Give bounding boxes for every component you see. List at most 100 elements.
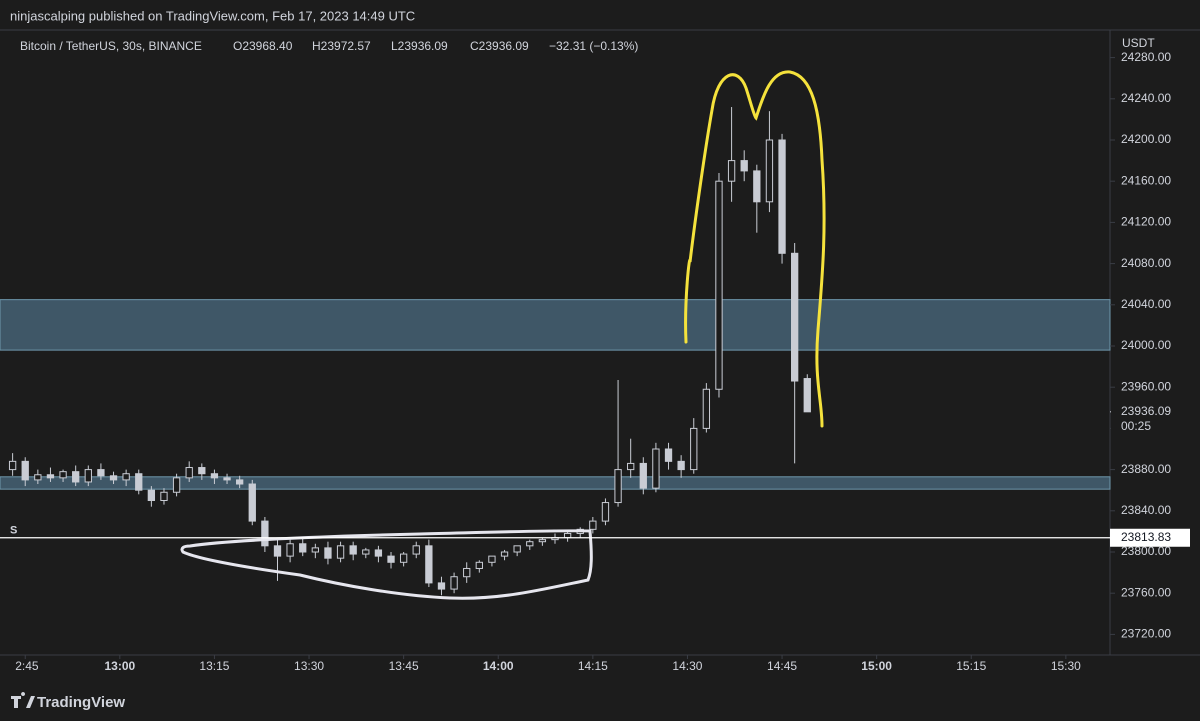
candle-body [84,469,92,483]
candle-body [475,561,483,569]
candle-body [601,502,610,522]
y-tick-label: 23840.00 [1121,503,1171,517]
candle-body [299,543,307,553]
candle-body [122,473,130,481]
candle-body [160,491,168,502]
axis-unit: USDT [1122,36,1155,50]
zone [0,299,1111,351]
legend: Bitcoin / TetherUS, 30s, BINANCE O23968.4… [20,39,638,53]
y-tick-label: 24000.00 [1121,338,1171,352]
x-tick-label: 15:30 [1051,659,1081,673]
candle-body [513,545,521,553]
candle-body [97,469,105,477]
candle-body [261,520,269,547]
candle-body [778,139,786,254]
candle-body [311,547,319,553]
candle-body [639,462,647,489]
candle-body [46,474,55,479]
ellipse-annotation [180,529,593,600]
candle-body [526,541,534,547]
candle-body [248,483,256,522]
y-tick-label: 24240.00 [1121,91,1171,105]
zone [0,476,1111,490]
x-tick-label: 14:15 [578,659,608,673]
x-tick-label: 13:15 [199,659,229,673]
y-tick-label: 24120.00 [1121,215,1171,229]
candle-body [21,460,29,481]
y-tick-label: 24280.00 [1121,50,1171,64]
candle-body [652,448,660,489]
candle-body [753,170,761,203]
candle-body [210,473,219,479]
candle-body [387,555,395,563]
legend-item: H23972.57 [312,39,371,53]
candle-body [538,539,547,543]
candle-body [702,388,711,429]
candle-body [690,427,698,471]
candle-body [147,489,156,502]
plot [0,107,1111,596]
legend-item: L23936.09 [391,39,448,53]
price-line-box [1110,528,1190,547]
candle-body [803,378,811,413]
x-tick-label: 13:00 [104,659,135,673]
last-price-box [1111,402,1200,435]
countdown: 00:25 [1121,419,1151,433]
candle-body [399,553,408,563]
y-tick-label: 24160.00 [1121,173,1171,187]
x-tick-label: 2:45 [15,659,39,673]
x-tick-label: 14:45 [767,659,797,673]
legend-item: −32.31 (−0.13%) [549,39,638,53]
candle-body [135,473,143,491]
candle-body [336,545,345,559]
x-tick-label: 15:15 [956,659,986,673]
x-tick-label: 14:30 [672,659,702,673]
candle-body [437,582,446,590]
candle-body [223,477,231,481]
publisher: ninjascalping published on TradingView.c… [10,8,415,23]
y-tick-label: 24040.00 [1121,297,1171,311]
y-tick-label: 24200.00 [1121,132,1171,146]
candle-body [791,252,799,382]
y-tick-label: 24080.00 [1121,256,1171,270]
m-annotation [684,70,826,428]
candle-body [109,475,118,481]
candle-body [563,532,572,539]
legend-item: O23968.40 [233,39,293,53]
brand: TradingView [37,694,125,711]
candle-body [463,567,471,578]
candle-body [273,545,282,557]
candle-body [324,547,332,559]
y-tick-label: 23720.00 [1121,627,1171,641]
y-tick-label: 23800.00 [1121,544,1171,558]
candle-body [374,549,383,557]
candle-body [500,551,509,557]
candle-body [198,467,206,475]
y-tick-label: 23880.00 [1121,462,1171,476]
candle-body [425,545,433,584]
x-tick-label: 14:00 [483,659,514,673]
candle-body [627,462,635,471]
tv-logo: TradingView [11,692,125,711]
price-line-label: 23813.83 [1121,530,1171,544]
candle-body [715,180,723,390]
x-tick-label: 13:45 [389,659,419,673]
candle-body [172,477,181,493]
candle-body [34,474,42,481]
candle-body [614,469,622,504]
candle-body [740,160,748,172]
candle-body [72,471,80,483]
candle-body [362,549,370,555]
candle-body [450,576,458,590]
candle-body [59,471,67,479]
x-tick-label: 13:30 [294,659,324,673]
y-tick-label: 23760.00 [1121,585,1171,599]
price-line-marker: S [10,525,17,537]
candle-body [488,555,496,563]
last-price-label: 23936.09 [1121,404,1171,418]
candle-body [286,543,294,557]
candle-body [727,160,736,182]
